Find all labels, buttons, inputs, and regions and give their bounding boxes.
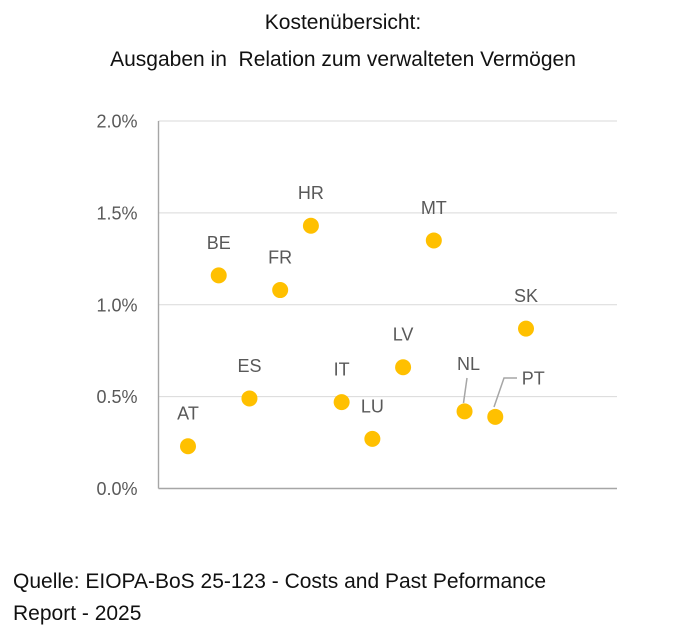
data-label-FR: FR [268, 248, 292, 268]
chart-title: Kostenübersicht: [264, 11, 422, 34]
data-point-ES [241, 390, 258, 407]
source-note: Quelle: EIOPA-BoS 25-123 - Costs and Pas… [13, 570, 547, 625]
leader-line-PT [493, 377, 517, 408]
data-point-IT [333, 394, 350, 411]
data-label-SK: SK [514, 286, 538, 306]
data-label-LV: LV [393, 325, 414, 345]
data-point-NL [456, 403, 473, 420]
data-label-LU: LU [361, 396, 384, 416]
data-point-FR [272, 282, 289, 299]
data-label-IT: IT [334, 360, 350, 380]
data-point-PT [487, 408, 504, 425]
y-tick-label-1.0%: 1.0% [96, 295, 137, 315]
data-point-LV [395, 359, 412, 376]
data-label-BE: BE [207, 233, 231, 253]
y-tick-label-0.5%: 0.5% [96, 387, 137, 407]
data-label-ES: ES [237, 356, 261, 376]
y-tick-label-0.0%: 0.0% [96, 479, 137, 499]
data-label-PT: PT [522, 368, 545, 388]
data-point-HR [302, 217, 319, 234]
chart-subtitle: Ausgaben in Relation zum verwalteten Ver… [110, 48, 576, 71]
data-point-BE [210, 267, 227, 284]
leader-line-NL [462, 377, 468, 404]
data-point-SK [518, 320, 534, 337]
data-label-MT: MT [421, 198, 447, 218]
data-label-HR: HR [298, 183, 324, 203]
data-point-LU [364, 430, 381, 447]
y-tick-label-2.0%: 2.0% [96, 112, 137, 132]
y-tick-label-1.5%: 1.5% [96, 203, 137, 223]
data-label-AT: AT [177, 404, 199, 424]
data-point-MT [425, 232, 442, 249]
data-label-NL: NL [457, 354, 480, 374]
data-point-AT [180, 438, 196, 455]
